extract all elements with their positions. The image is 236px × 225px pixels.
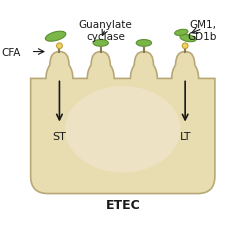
Text: ST: ST: [52, 132, 66, 142]
Ellipse shape: [45, 32, 66, 42]
Ellipse shape: [93, 40, 108, 47]
PathPatch shape: [31, 52, 215, 194]
Text: Guanylate
cyclase: Guanylate cyclase: [79, 20, 132, 42]
Circle shape: [182, 44, 188, 50]
Ellipse shape: [175, 30, 188, 36]
Ellipse shape: [136, 40, 152, 47]
Ellipse shape: [180, 35, 196, 43]
Text: LT: LT: [179, 132, 191, 142]
Circle shape: [57, 44, 62, 50]
Text: GM1,
GD1b: GM1, GD1b: [188, 20, 217, 42]
Ellipse shape: [65, 87, 180, 173]
Text: CFA: CFA: [2, 47, 21, 57]
Text: ETEC: ETEC: [105, 198, 140, 211]
